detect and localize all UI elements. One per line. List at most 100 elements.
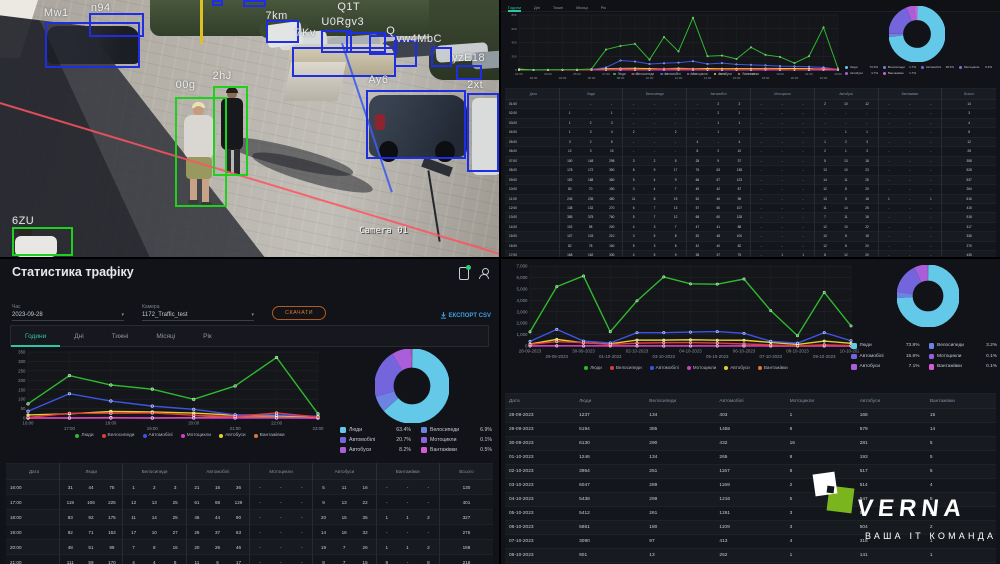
cell-time: 01:00 <box>509 102 517 106</box>
cell-value: 20 <box>185 539 208 555</box>
camera-select[interactable]: Камера 1172_Traffic_test ▾ <box>142 304 254 321</box>
svg-text:05-10-2023: 05-10-2023 <box>706 354 729 359</box>
cell-value: 28-09-2023 <box>509 413 534 418</box>
legend-label: Мотоцикли <box>186 433 212 438</box>
donut-legend-item-trucks[interactable]: Вантажівки 0.5% <box>421 447 492 453</box>
cell-value: - <box>686 99 708 109</box>
legend-item-cars[interactable]: Автомобілі <box>142 433 173 438</box>
legend-item-bus[interactable]: Автобуси <box>713 72 732 76</box>
cell-value: 100 <box>736 234 743 239</box>
legend-item-people[interactable]: Люди <box>584 365 602 370</box>
legend-item-bikes[interactable]: Велосипеди <box>609 365 642 370</box>
donut-legend-item-cars[interactable]: Автомобілі 20.7% <box>340 437 411 443</box>
legend-item-bus[interactable]: Автобуси <box>219 433 246 438</box>
column-header: Мотоцикли <box>785 393 856 409</box>
cell-value: 20 <box>865 243 869 248</box>
cell-value: - <box>930 187 932 192</box>
table-header-row: Дата Люди Велосипеди Автомобілі Мотоцикли Авт… <box>505 88 996 100</box>
legend-item-cars[interactable]: Автомобілі <box>649 365 679 370</box>
legend-label: Мотоцикли <box>937 353 962 359</box>
cell-value: 385 <box>649 427 658 432</box>
line-chart: 0 1,000 2,000 3,000 4,000 5,000 6,000 7,000 28-0… <box>517 264 863 359</box>
export-csv-link[interactable]: ЕКСПОРТ CSV <box>440 312 491 319</box>
user-icon[interactable] <box>479 268 489 279</box>
tab-Рік[interactable]: Рік <box>600 5 607 10</box>
leg <box>201 178 209 203</box>
donut-legend-item-bus[interactable]: Автобуси 4.7% <box>845 71 878 75</box>
download-button[interactable]: СКАЧАТИ <box>272 306 327 320</box>
legend-item-moto[interactable]: Мотоцикли <box>686 365 716 370</box>
svg-text:50: 50 <box>21 406 26 411</box>
legend-item-people[interactable]: Люди <box>75 433 94 438</box>
legend-item-trucks[interactable]: Вантажівки <box>737 72 759 76</box>
donut-legend-item-people[interactable]: Люди 63.4% <box>340 427 411 433</box>
column-header-people: Люди <box>558 88 623 100</box>
tab-Рік[interactable]: Рік <box>203 333 212 340</box>
cell-value: 12 <box>673 215 678 220</box>
svg-text:07:00: 07:00 <box>602 72 610 76</box>
chevron-down-icon: ▾ <box>251 312 254 318</box>
legend-item-bus[interactable]: Автобуси <box>724 365 750 370</box>
donut-legend-item-moto[interactable]: Мотоцикли 0.1% <box>421 437 492 443</box>
legend-value: 18.3% <box>945 65 954 69</box>
cell-time: 08:00 <box>509 168 517 173</box>
donut-legend-item-people[interactable]: Люди 73.3% <box>845 65 878 69</box>
data-point <box>706 55 709 58</box>
donut-legend-item-bus[interactable]: Автобуси 8.2% <box>340 447 411 453</box>
time-select[interactable]: Час 2023-09-28 ▾ <box>12 304 124 321</box>
donut-legend-item-bikes[interactable]: Велосипеди 6.9% <box>421 427 492 433</box>
donut-legend-item-moto[interactable]: Мотоцикли 0.1% <box>928 353 997 359</box>
tab-Години[interactable]: Години <box>508 5 522 12</box>
tab-Дні[interactable]: Дні <box>74 333 84 340</box>
legend-item-bikes[interactable]: Велосипеди <box>101 433 135 438</box>
legend-value: 0.1% <box>986 364 997 370</box>
legend-label: Автобуси <box>859 364 881 370</box>
legend-label: Автомобілі <box>148 433 173 438</box>
donut-legend-item-cars[interactable]: Автомобілі 18.3% <box>921 65 954 69</box>
cell-value: 4 <box>789 539 793 544</box>
tab-Місяці[interactable]: Місяці <box>156 333 176 340</box>
tab-Місяці[interactable]: Місяці <box>576 5 588 10</box>
cell-total: 14 <box>941 99 996 109</box>
app-notification-icon[interactable] <box>459 265 471 280</box>
cell-value: 5 <box>622 241 644 251</box>
legend-item-moto[interactable]: Мотоцикли <box>180 433 212 438</box>
donut-legend-item-bus[interactable]: Автобуси 7.1% <box>851 364 920 370</box>
tab-Дні[interactable]: Дні <box>534 5 540 10</box>
data-point <box>742 342 746 346</box>
legend-item-bikes[interactable]: Велосипеди <box>631 72 654 76</box>
cell-value: - <box>301 544 303 550</box>
donut-legend-item-cars[interactable]: Автомобілі 15.6% <box>851 353 920 359</box>
detection-box <box>431 46 453 67</box>
cell-value: - <box>909 111 911 116</box>
legend-item-trucks[interactable]: Вантажівки <box>253 433 285 438</box>
donut-legend-item-trucks[interactable]: Вантажівки 0.1% <box>928 364 997 370</box>
legend-dot <box>584 365 589 370</box>
column-header-trucks: Вантажівки <box>375 463 440 480</box>
donut-legend-item-bikes[interactable]: Велосипеди 1.7% <box>883 65 916 69</box>
cap <box>191 101 205 108</box>
donut-legend-item-bikes[interactable]: Велосипеди 3.2% <box>928 343 997 349</box>
cell-value: - <box>749 184 772 195</box>
tab-Тижні[interactable]: Тижні <box>552 5 564 10</box>
cell-value: 6 <box>216 559 219 564</box>
table-row: 14:00 102 98 200 4 3 7 47 41 88 - - - 12 10 22 - - - 317 <box>505 222 996 232</box>
tab-Години[interactable]: Години <box>11 327 61 347</box>
donut-legend-item-moto[interactable]: Мотоцикли 0.3% <box>959 65 992 69</box>
donut-legend-item-people[interactable]: Люди 73.8% <box>851 343 920 349</box>
legend-item-cars[interactable]: Автомобілі <box>660 72 681 76</box>
tab-Тижні[interactable]: Тижні <box>111 333 129 340</box>
legend-item-moto[interactable]: Мотоцикли <box>686 72 708 76</box>
data-point <box>764 64 767 67</box>
data-point <box>634 42 636 45</box>
cell-value: - <box>406 484 409 490</box>
donut-legend-item-trucks[interactable]: Вантажівки 1.7% <box>883 71 916 75</box>
cell-value: 1 <box>929 196 932 201</box>
legend-value: 8.2% <box>399 447 411 453</box>
cell-value: - <box>845 111 847 116</box>
cell-value: 111 <box>59 554 81 564</box>
legend-item-people[interactable]: Люди <box>612 72 626 76</box>
cell-value: 193 <box>859 455 868 460</box>
legend-item-trucks[interactable]: Вантажівки <box>757 365 788 370</box>
cell-value: - <box>930 253 932 257</box>
